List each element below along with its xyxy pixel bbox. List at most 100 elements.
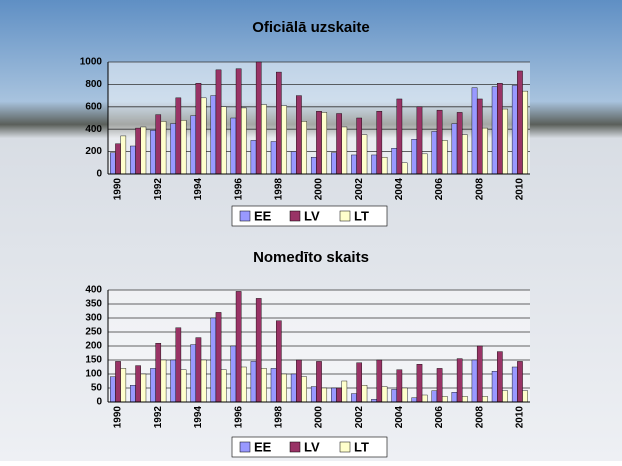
legend-label: LT — [354, 439, 369, 454]
chart-title: Oficiālā uzskaite — [252, 19, 370, 36]
y-tick-label: 200 — [85, 146, 102, 157]
bar — [517, 70, 523, 175]
y-tick-label: 250 — [85, 327, 102, 338]
bar — [261, 368, 267, 403]
bar — [391, 389, 397, 403]
bar — [210, 317, 217, 403]
bar — [261, 104, 267, 175]
legend-label: EE — [254, 439, 272, 454]
legend-label: LV — [304, 208, 320, 223]
bar — [255, 61, 262, 175]
y-tick-label: 150 — [85, 355, 102, 366]
bar — [230, 345, 237, 403]
bar — [316, 111, 322, 175]
bar — [451, 123, 458, 175]
bar — [195, 83, 202, 175]
bar — [482, 396, 488, 403]
legend-swatch — [289, 441, 301, 453]
y-tick-label: 800 — [85, 79, 102, 90]
bar — [140, 373, 147, 403]
bar — [270, 368, 277, 403]
bar — [341, 126, 348, 175]
bar — [376, 111, 383, 175]
x-tick-label: 2002 — [354, 178, 365, 201]
bar — [310, 156, 317, 175]
bar — [110, 376, 116, 403]
y-tick-label: 300 — [85, 313, 102, 324]
bar — [431, 131, 438, 175]
bar — [150, 368, 156, 403]
bar — [511, 366, 518, 403]
bar — [241, 107, 247, 175]
bar — [190, 344, 197, 403]
x-tick-label: 1990 — [113, 406, 124, 429]
bar — [175, 97, 182, 175]
bar — [431, 390, 438, 403]
bar — [170, 359, 176, 403]
bar — [381, 386, 388, 403]
bar — [110, 152, 116, 175]
bar — [331, 387, 337, 403]
bar — [215, 69, 222, 175]
bar — [200, 359, 207, 403]
x-tick-label: 1992 — [153, 178, 164, 201]
bar — [331, 152, 337, 175]
bar — [441, 140, 448, 175]
y-tick-label: 100 — [85, 369, 102, 380]
bar — [336, 387, 342, 403]
bar — [230, 117, 237, 175]
bar — [215, 312, 222, 403]
bar — [140, 126, 147, 175]
bar — [396, 98, 403, 175]
bar — [115, 143, 121, 175]
bar — [522, 390, 528, 403]
x-tick-label: 1996 — [233, 406, 244, 429]
bar — [482, 127, 488, 175]
bar — [356, 362, 363, 403]
bar — [401, 387, 408, 403]
bar — [361, 134, 368, 175]
bar — [316, 361, 322, 403]
bar — [135, 365, 141, 403]
x-tick-label: 2000 — [314, 178, 325, 201]
bar — [436, 368, 443, 403]
bar — [511, 85, 518, 175]
x-tick-label: 1998 — [273, 406, 284, 429]
x-tick-label: 2004 — [394, 406, 405, 429]
y-tick-label: 350 — [85, 299, 102, 310]
bar — [497, 83, 503, 175]
bar — [416, 106, 423, 175]
x-tick-label: 2006 — [434, 178, 445, 201]
bar — [396, 369, 403, 403]
bar — [476, 345, 483, 403]
x-tick-label: 2008 — [474, 406, 485, 429]
x-tick-label: 2006 — [434, 406, 445, 429]
bar — [371, 154, 377, 175]
bar — [195, 337, 202, 403]
y-tick-label: 50 — [91, 383, 103, 394]
bar — [250, 140, 257, 175]
bar — [476, 98, 483, 175]
bar — [456, 112, 463, 175]
bar — [296, 95, 302, 175]
x-tick-label: 1994 — [193, 178, 204, 201]
bar — [255, 298, 262, 403]
bar — [250, 361, 257, 403]
bar — [160, 359, 167, 403]
bar — [180, 120, 187, 175]
bar — [491, 371, 498, 403]
bar — [416, 364, 423, 403]
y-tick-label: 600 — [85, 101, 102, 112]
legend-label: EE — [254, 208, 272, 223]
y-tick-label: 400 — [85, 124, 102, 135]
bar — [175, 327, 182, 403]
bar — [220, 369, 227, 403]
bar — [290, 373, 297, 403]
y-tick-label: 1000 — [80, 57, 103, 68]
bar — [351, 393, 357, 403]
bar — [235, 291, 242, 403]
bar — [497, 351, 503, 403]
bar — [421, 153, 428, 175]
bar — [130, 145, 136, 175]
